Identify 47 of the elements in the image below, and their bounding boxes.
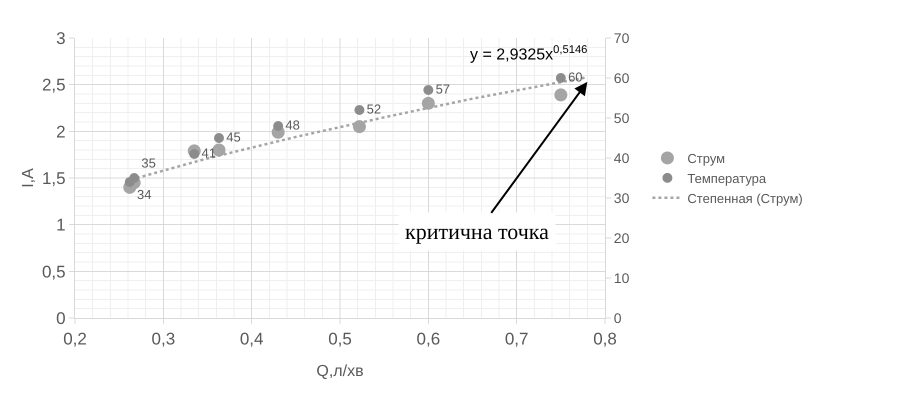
point	[214, 133, 224, 143]
y2-tick-label: 0	[614, 310, 622, 326]
y-axis-title: I,A	[20, 168, 37, 188]
y-tick-label: 1,5	[42, 168, 66, 188]
point	[189, 149, 200, 159]
x-tick-label: 0,5	[328, 329, 352, 348]
y-tick-label: 3	[56, 28, 66, 48]
data-label: 48	[285, 117, 300, 132]
point	[273, 121, 284, 131]
point	[422, 96, 435, 110]
data-label: 52	[366, 101, 382, 116]
data-label: 57	[436, 81, 450, 96]
data-label: 34	[137, 187, 152, 202]
y2-tick-label: 20	[614, 230, 630, 246]
y2-tick-label: 50	[614, 110, 630, 126]
point	[354, 105, 364, 115]
data-label: 41	[202, 145, 216, 160]
point	[556, 73, 566, 83]
x-tick-label: 0,3	[152, 329, 176, 348]
legend-label: Температура	[687, 170, 767, 186]
annotation: критична точка	[405, 219, 550, 244]
data-label: 45	[226, 129, 241, 144]
y2-tick-label: 40	[614, 150, 630, 166]
data-label: 35	[141, 156, 156, 170]
y2-tick-label: 60	[614, 70, 630, 86]
x-axis-title: Q,л/хв	[316, 363, 364, 380]
point	[129, 173, 140, 183]
x-tick-label: 0,7	[504, 329, 528, 348]
point	[352, 120, 366, 134]
data-label: 60	[568, 69, 583, 84]
legend-label: Степенная (Струм)	[687, 190, 803, 206]
y2-tick-label: 10	[614, 270, 630, 286]
y-tick-label: 0	[56, 308, 66, 328]
x-tick-label: 0,8	[593, 329, 617, 348]
point	[423, 85, 434, 95]
x-tick-label: 0,2	[63, 329, 87, 348]
y-tick-label: 0,5	[42, 262, 66, 282]
y-tick-label: 2,5	[42, 76, 66, 95]
y-tick-label: 2	[56, 122, 66, 142]
y2-tick-label: 70	[614, 30, 630, 46]
y-tick-label: 1	[56, 216, 66, 235]
y2-tick-label: 30	[614, 190, 630, 206]
x-tick-label: 0,6	[416, 329, 440, 348]
legend-label: Струм	[687, 151, 726, 166]
point	[554, 88, 568, 102]
x-tick-label: 0,4	[240, 329, 264, 348]
annotation: y = 2,9325x$^{0,5146}$	[470, 44, 588, 64]
